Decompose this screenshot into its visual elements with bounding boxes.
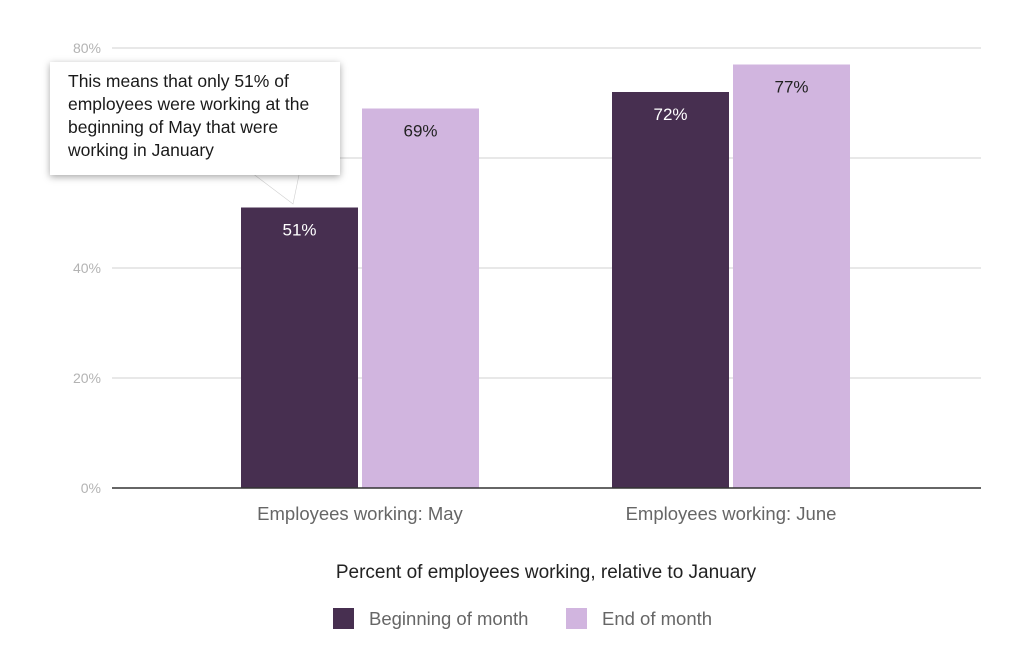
callout-tail xyxy=(247,169,301,205)
bar-value-label: 51% xyxy=(282,221,316,240)
legend-label: Beginning of month xyxy=(369,608,528,629)
x-tick-label: Employees working: June xyxy=(626,503,837,524)
bar xyxy=(362,108,479,488)
legend: Beginning of month End of month xyxy=(333,608,712,629)
y-axis-ticks: 0% 20% 40% 80% xyxy=(73,40,101,496)
legend-label: End of month xyxy=(602,608,712,629)
bar-value-label: 77% xyxy=(774,78,808,97)
legend-swatch xyxy=(566,608,587,629)
bar-value-label: 72% xyxy=(653,105,687,124)
bars: 51% 69% 72% 77% xyxy=(241,64,850,488)
y-tick-label: 20% xyxy=(73,370,101,386)
y-tick-label: 80% xyxy=(73,40,101,56)
x-axis-title: Percent of employees working, relative t… xyxy=(336,562,757,583)
annotation-callout: This means that only 51% of employees we… xyxy=(50,62,340,175)
y-tick-label: 0% xyxy=(81,480,101,496)
legend-item: End of month xyxy=(566,608,712,629)
legend-item: Beginning of month xyxy=(333,608,528,629)
bar xyxy=(733,64,850,488)
bar-value-label: 69% xyxy=(403,122,437,141)
bar xyxy=(612,92,729,488)
bar xyxy=(241,207,358,488)
legend-swatch xyxy=(333,608,354,629)
y-tick-label: 40% xyxy=(73,260,101,276)
x-axis-ticks: Employees working: May Employees working:… xyxy=(257,503,836,524)
x-tick-label: Employees working: May xyxy=(257,503,463,524)
annotation-text: This means that only 51% of employees we… xyxy=(68,71,310,160)
